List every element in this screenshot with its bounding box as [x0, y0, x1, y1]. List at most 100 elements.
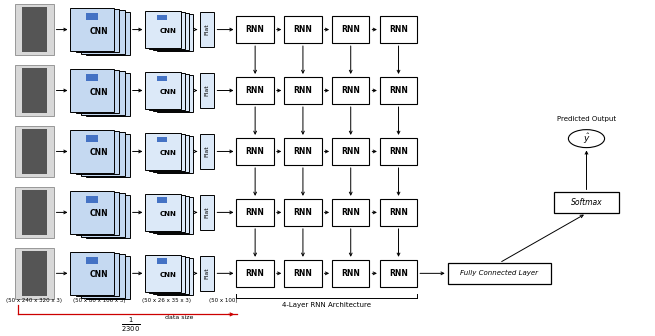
Text: RNN: RNN [246, 25, 265, 34]
Text: Flat: Flat [205, 145, 210, 157]
Text: RNN: RNN [341, 86, 360, 95]
Text: RNN: RNN [341, 25, 360, 34]
Bar [15, 4, 54, 55]
Text: (50 x 26 x 35 x 3): (50 x 26 x 35 x 3) [142, 298, 191, 303]
Text: RNN: RNN [389, 208, 408, 217]
Bar [86, 196, 98, 203]
Text: RNN: RNN [246, 269, 265, 278]
Text: $\frac{1}{2300}$: $\frac{1}{2300}$ [121, 316, 140, 334]
Text: RNN: RNN [341, 147, 360, 156]
Bar [153, 135, 189, 172]
Bar [236, 260, 274, 287]
Text: Flat: Flat [205, 85, 210, 96]
Text: CNN: CNN [89, 88, 108, 96]
Bar [149, 12, 185, 49]
Bar [86, 195, 130, 238]
Bar [70, 191, 115, 234]
Bar [81, 254, 124, 298]
Bar [22, 129, 47, 174]
Bar [157, 136, 166, 142]
Bar [22, 68, 47, 113]
Bar [380, 138, 417, 165]
Text: (50 x 240 x 320 x 3): (50 x 240 x 320 x 3) [7, 298, 62, 303]
Bar [236, 16, 274, 43]
Bar [332, 77, 369, 104]
Bar [157, 198, 166, 203]
Bar [149, 256, 185, 293]
Bar [23, 130, 47, 173]
Bar [157, 75, 193, 112]
Bar [332, 260, 369, 287]
Bar [75, 253, 119, 296]
Text: CNN: CNN [89, 27, 108, 36]
Bar [380, 16, 417, 43]
Text: Flat: Flat [205, 24, 210, 35]
Text: RNN: RNN [293, 86, 312, 95]
Bar [81, 132, 124, 176]
Bar [15, 187, 54, 238]
Bar [284, 77, 322, 104]
Bar [81, 10, 124, 54]
Bar [153, 74, 189, 111]
Text: RNN: RNN [341, 208, 360, 217]
Bar [153, 257, 189, 294]
Text: RNN: RNN [389, 25, 408, 34]
Text: Fully Connected Layer: Fully Connected Layer [460, 270, 538, 277]
Bar [380, 260, 417, 287]
Bar [380, 199, 417, 226]
Text: CNN: CNN [89, 209, 108, 218]
Text: Flat: Flat [205, 207, 210, 218]
Bar [86, 73, 130, 116]
Bar [236, 77, 274, 104]
Text: RNN: RNN [293, 269, 312, 278]
Text: Flat: Flat [205, 267, 210, 279]
Bar [157, 136, 193, 173]
Bar [284, 16, 322, 43]
Text: Predicted Output: Predicted Output [557, 116, 616, 122]
Bar [236, 138, 274, 165]
Bar [149, 134, 185, 171]
Bar [157, 258, 193, 295]
Text: CNN: CNN [160, 28, 176, 34]
Bar [447, 263, 551, 284]
Bar [75, 192, 119, 235]
Bar [332, 16, 369, 43]
Bar [81, 193, 124, 237]
Text: CNN: CNN [89, 270, 108, 280]
Bar [23, 191, 47, 234]
Bar [75, 131, 119, 174]
Text: RNN: RNN [293, 147, 312, 156]
Text: (50 x 80 x 106 x 3): (50 x 80 x 106 x 3) [73, 298, 125, 303]
Bar [15, 65, 54, 116]
Bar [149, 73, 185, 110]
Text: $\hat{y}$: $\hat{y}$ [583, 131, 590, 146]
Bar [23, 69, 47, 112]
Bar [153, 196, 189, 233]
Text: CNN: CNN [160, 271, 176, 278]
Text: RNN: RNN [389, 147, 408, 156]
Bar [157, 14, 193, 51]
Bar [284, 260, 322, 287]
Text: RNN: RNN [293, 25, 312, 34]
Text: CNN: CNN [160, 150, 176, 156]
Text: RNN: RNN [389, 269, 408, 278]
Bar [332, 199, 369, 226]
Text: CNN: CNN [89, 149, 108, 158]
Text: RNN: RNN [341, 269, 360, 278]
Bar [23, 8, 47, 51]
Bar [153, 13, 189, 50]
Bar [81, 72, 124, 115]
Bar [157, 15, 166, 20]
Bar [70, 252, 115, 295]
Text: RNN: RNN [293, 208, 312, 217]
Bar [22, 7, 47, 52]
Text: (50 x 100): (50 x 100) [209, 298, 238, 303]
Bar [200, 73, 214, 108]
Bar [70, 130, 115, 173]
Bar [157, 258, 166, 264]
Bar [86, 256, 130, 299]
Text: RNN: RNN [246, 208, 265, 217]
Bar [380, 77, 417, 104]
Bar [15, 126, 54, 177]
Text: CNN: CNN [160, 89, 176, 95]
